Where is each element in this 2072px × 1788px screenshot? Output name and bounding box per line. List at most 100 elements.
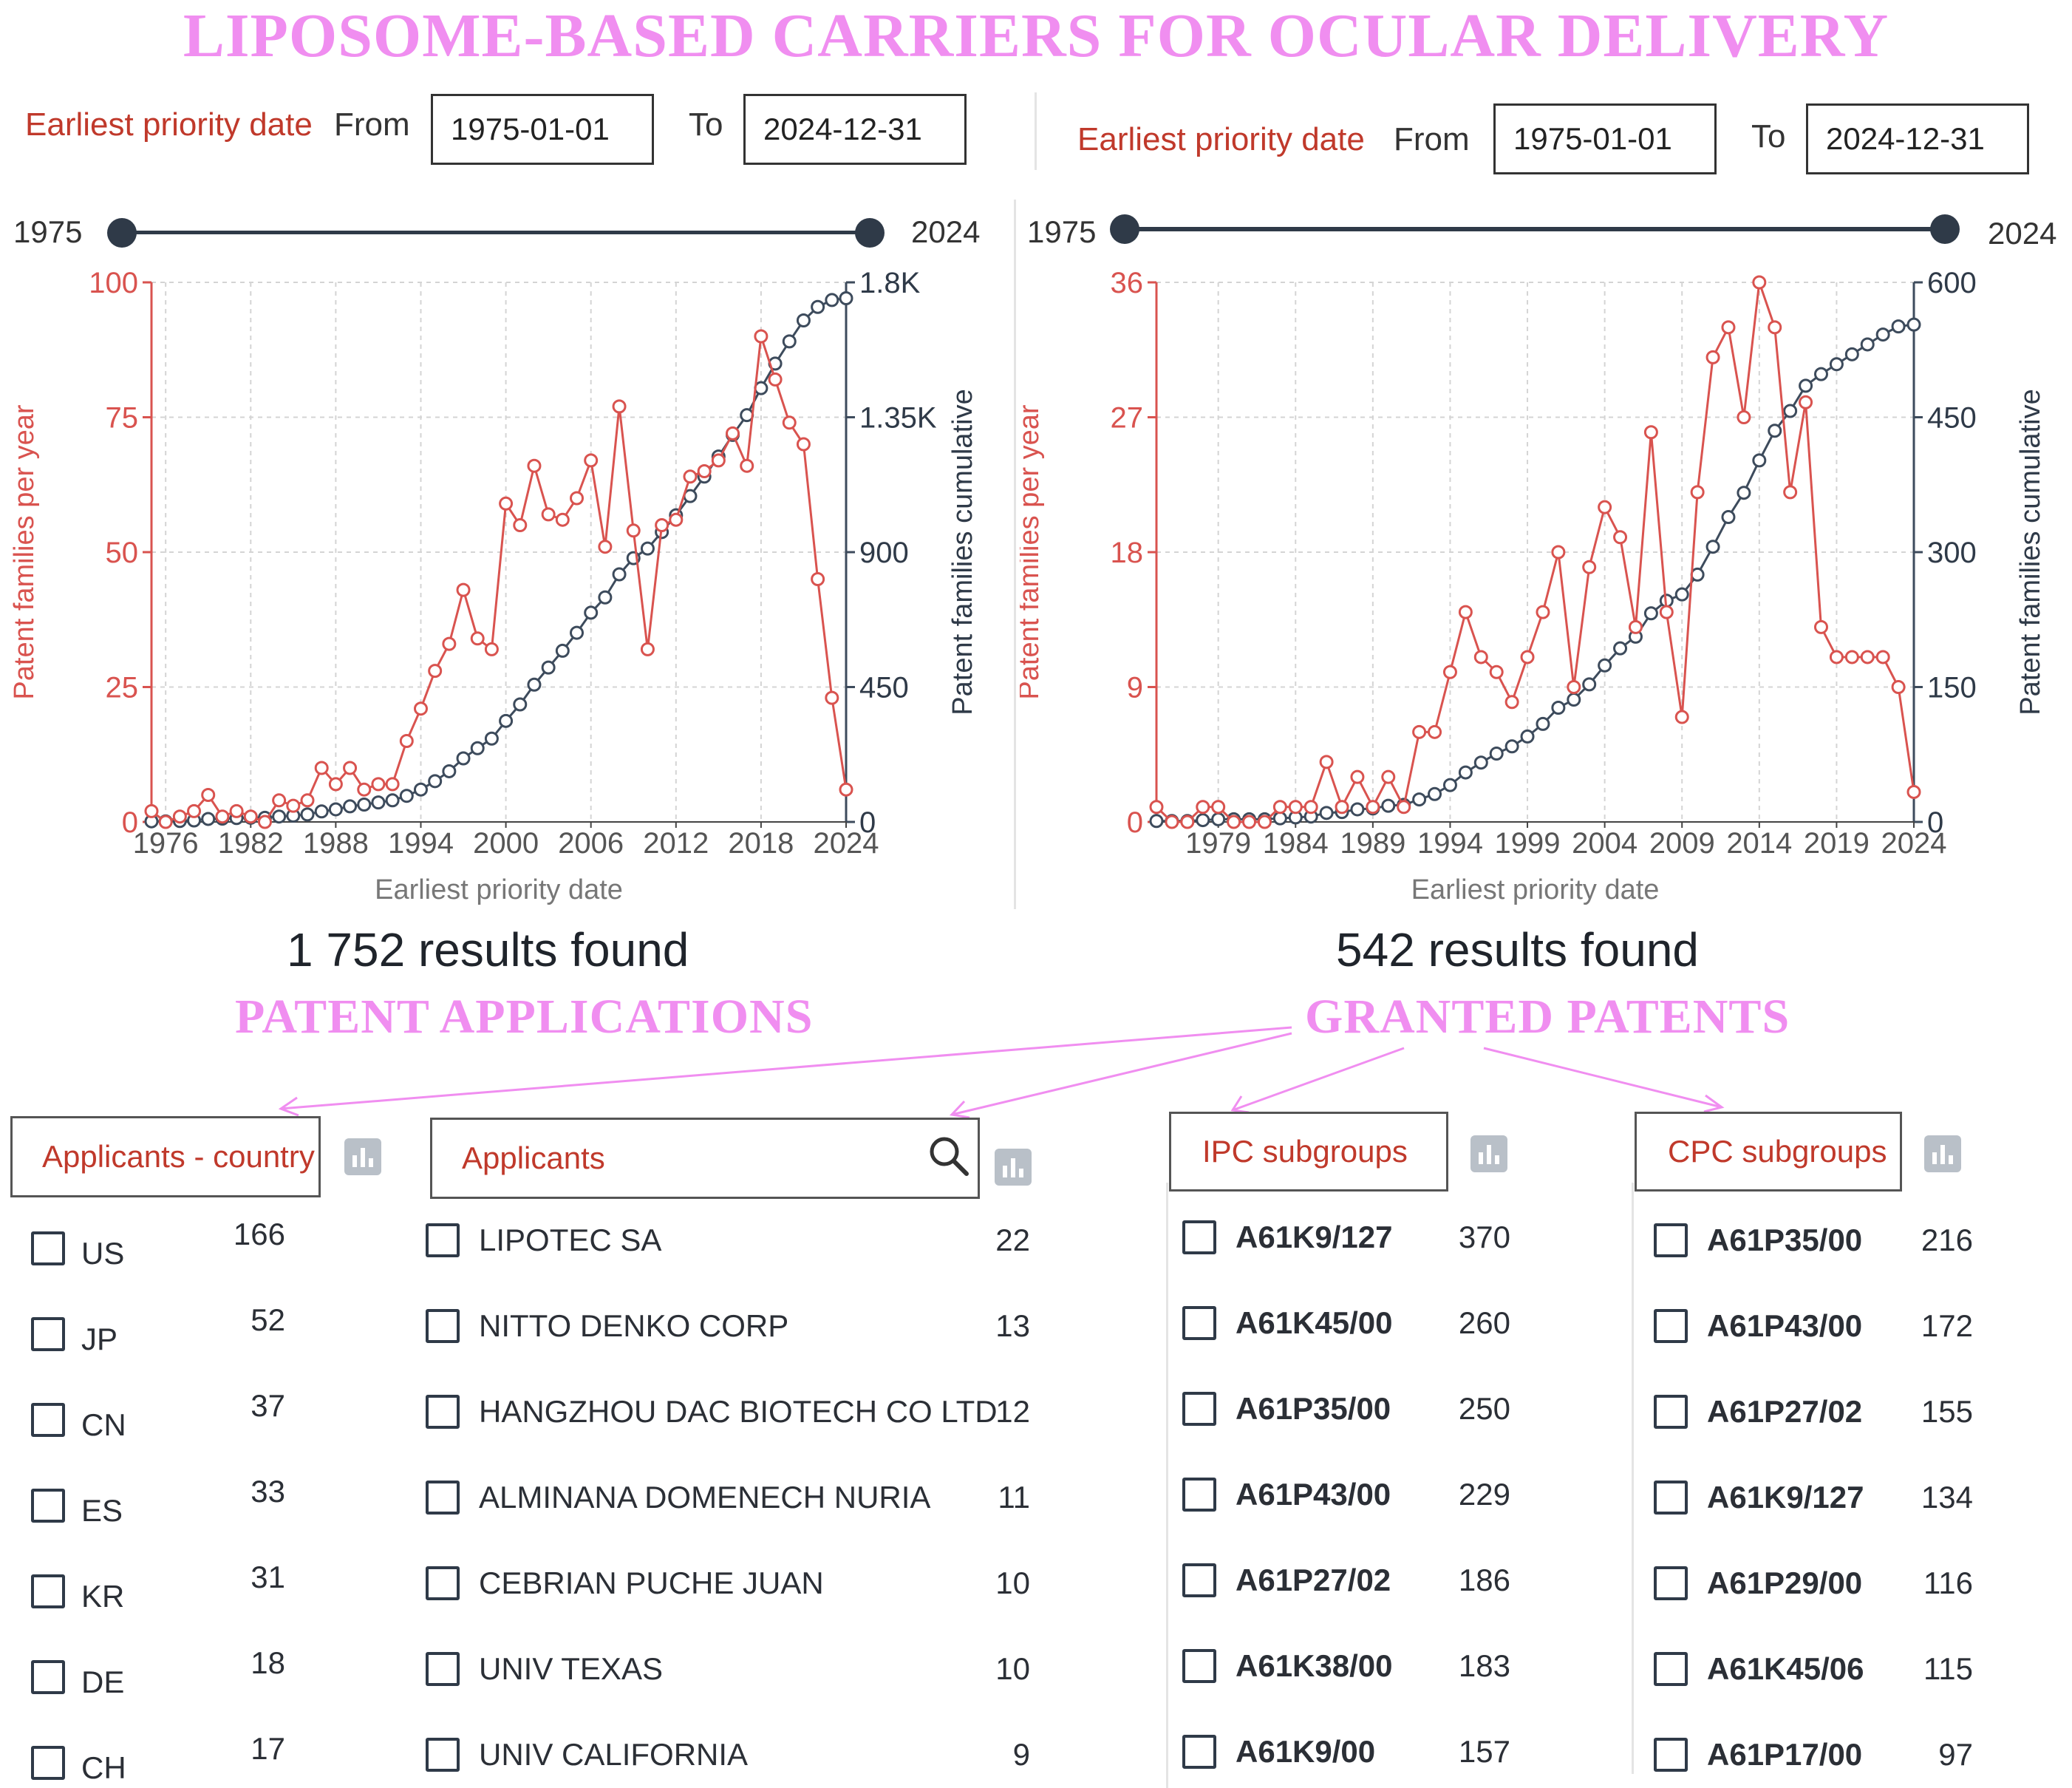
ipc-checkbox[interactable] (1182, 1563, 1216, 1597)
applicants_country-checkbox[interactable] (31, 1660, 65, 1694)
cpc-checkbox[interactable] (1654, 1481, 1688, 1515)
ipc-item[interactable]: A61K9/00 (1182, 1734, 1375, 1770)
applicants-item[interactable]: ALMINANA DOMENECH NURIA (426, 1480, 930, 1515)
applicants_country-checkbox[interactable] (31, 1574, 65, 1608)
right-from-date-input[interactable]: 1975-01-01 (1493, 103, 1717, 174)
applicants-checkbox[interactable] (426, 1395, 460, 1429)
applicants-checkbox[interactable] (426, 1309, 460, 1343)
cpc-item-label: A61K45/06 (1707, 1651, 1864, 1686)
applicants-checkbox[interactable] (426, 1481, 460, 1515)
cumulative-point (328, 802, 343, 817)
right-to-date-input[interactable]: 2024-12-31 (1806, 103, 2029, 174)
left-y-tick-label: 25 (106, 672, 139, 704)
applicants-item[interactable]: UNIV CALIFORNIA (426, 1737, 748, 1772)
applicants-country-chart-icon[interactable] (344, 1138, 381, 1175)
ipc-checkbox[interactable] (1182, 1220, 1216, 1254)
applicants_country-checkbox[interactable] (31, 1317, 65, 1351)
per-year-point (598, 540, 613, 554)
per-year-point (328, 777, 343, 792)
per-year-point (1272, 800, 1287, 815)
search-icon[interactable] (928, 1135, 969, 1180)
ipc-item[interactable]: A61P43/00 (1182, 1477, 1391, 1512)
left-slider-end-handle[interactable] (855, 218, 885, 248)
applicants-item[interactable]: HANGZHOU DAC BIOTECH CO LTD (426, 1394, 998, 1430)
cpc-item-label: A61P35/00 (1707, 1223, 1863, 1257)
right-y-axis-title: Patent families cumulative (2015, 389, 2046, 715)
right-slider-track[interactable] (1125, 227, 1945, 231)
cpc-checkbox[interactable] (1654, 1309, 1688, 1343)
ipc-checkbox[interactable] (1182, 1649, 1216, 1683)
cpc-item[interactable]: A61P17/00 (1654, 1737, 1862, 1772)
applicants_country-item[interactable]: CH (31, 1740, 126, 1786)
cpc-item[interactable]: A61P43/00 (1654, 1308, 1862, 1344)
cpc-item[interactable]: A61P27/02 (1654, 1394, 1862, 1430)
cpc-item[interactable]: A61K45/06 (1654, 1651, 1864, 1687)
applicants-checkbox[interactable] (426, 1652, 460, 1686)
ipc-item-label: A61P43/00 (1236, 1477, 1391, 1512)
ipc-checkbox[interactable] (1182, 1306, 1216, 1340)
applicants-item-label: UNIV CALIFORNIA (479, 1737, 749, 1772)
ipc-filter-header[interactable]: IPC subgroups (1169, 1112, 1448, 1192)
applicants_country-checkbox[interactable] (31, 1403, 65, 1437)
cumulative-point (314, 804, 329, 819)
cpc-item[interactable]: A61P29/00 (1654, 1566, 1862, 1601)
cpc-chart-icon[interactable] (1924, 1135, 1961, 1172)
arrow-to-applicants (951, 1032, 1292, 1116)
applicants_country-item[interactable]: CN (31, 1397, 126, 1443)
cpc-checkbox[interactable] (1654, 1738, 1688, 1772)
applicants_country-checkbox[interactable] (31, 1489, 65, 1523)
cpc-checkbox[interactable] (1654, 1652, 1688, 1686)
ipc-chart-icon[interactable] (1470, 1135, 1507, 1172)
left-slider-track[interactable] (122, 231, 870, 234)
left-from-date-input[interactable]: 1975-01-01 (431, 94, 654, 165)
per-year-point (1860, 650, 1875, 664)
per-year-point (811, 572, 825, 586)
applicants_country-checkbox[interactable] (31, 1231, 65, 1265)
cpc-checkbox[interactable] (1654, 1566, 1688, 1600)
per-year-point (1196, 800, 1210, 815)
cumulative-point (1350, 802, 1365, 817)
right-slider-start-handle[interactable] (1110, 214, 1139, 244)
left-slider-min-label: 1975 (13, 214, 83, 249)
applicants_country-item[interactable]: JP (31, 1311, 117, 1357)
cpc-checkbox[interactable] (1654, 1223, 1688, 1257)
cpc-item[interactable]: A61P35/00 (1654, 1223, 1862, 1258)
applicants-item[interactable]: UNIV TEXAS (426, 1651, 663, 1687)
ipc-item[interactable]: A61K9/127 (1182, 1220, 1392, 1255)
applicants-country-filter-header[interactable]: Applicants - country (10, 1116, 321, 1197)
applicants-checkbox[interactable] (426, 1223, 460, 1257)
right-y-axis-title: Patent families cumulative (947, 389, 978, 715)
cumulative-point (1875, 327, 1890, 342)
right-slider-end-handle[interactable] (1930, 214, 1960, 244)
right-y-tick-label: 0 (1927, 806, 1943, 839)
cpc-checkbox[interactable] (1654, 1395, 1688, 1429)
cpc-item[interactable]: A61K9/127 (1654, 1480, 1864, 1515)
applicants_country-item[interactable]: ES (31, 1483, 123, 1529)
ipc-item[interactable]: A61P27/02 (1182, 1563, 1391, 1598)
applicants-checkbox[interactable] (426, 1566, 460, 1600)
applicants-filter-header[interactable]: Applicants (430, 1118, 980, 1199)
applicants_country-item[interactable]: KR (31, 1568, 124, 1614)
left-to-date-input[interactable]: 2024-12-31 (743, 94, 967, 165)
applicants_country-checkbox[interactable] (31, 1746, 65, 1780)
applicants-item[interactable]: CEBRIAN PUCHE JUAN (426, 1566, 824, 1601)
applicants_country-item[interactable]: DE (31, 1654, 124, 1700)
ipc-item[interactable]: A61K38/00 (1182, 1648, 1392, 1684)
applicants_country-item[interactable]: US (31, 1226, 124, 1271)
ipc-item[interactable]: A61K45/00 (1182, 1305, 1392, 1341)
applicants-checkbox[interactable] (426, 1738, 460, 1772)
ipc-checkbox[interactable] (1182, 1478, 1216, 1512)
applicants-item[interactable]: LIPOTEC SA (426, 1223, 661, 1258)
cumulative-point (371, 795, 386, 810)
ipc-checkbox[interactable] (1182, 1392, 1216, 1426)
cumulative-point (598, 590, 613, 605)
left-slider-start-handle[interactable] (107, 218, 137, 248)
cpc-filter-header[interactable]: CPC subgroups (1635, 1112, 1902, 1192)
ipc-item[interactable]: A61P35/00 (1182, 1391, 1391, 1427)
x-tick-label: 1994 (388, 827, 454, 860)
ipc-checkbox[interactable] (1182, 1735, 1216, 1769)
applicants-item[interactable]: NITTO DENKO CORP (426, 1308, 788, 1344)
applicants-chart-icon[interactable] (995, 1149, 1032, 1186)
per-year-point (1752, 275, 1767, 290)
cumulative-point (796, 313, 811, 328)
